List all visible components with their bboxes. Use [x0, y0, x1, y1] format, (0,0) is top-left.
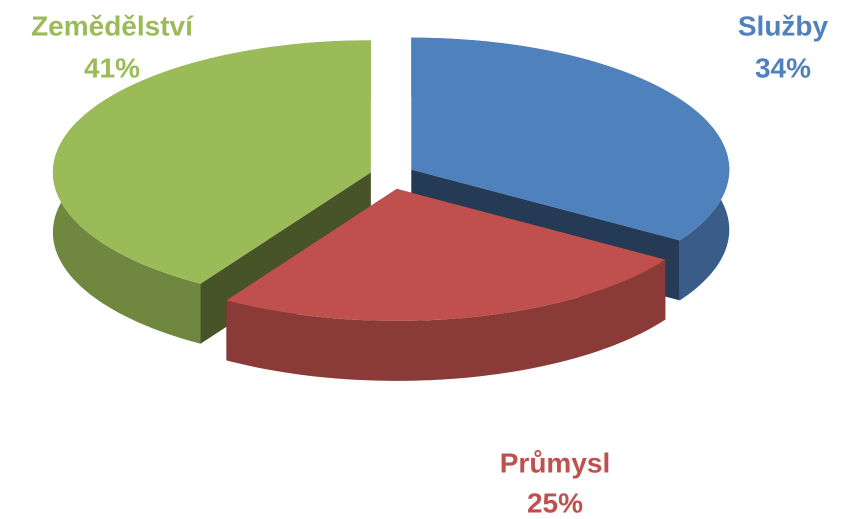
slice: [226, 188, 666, 381]
value-label: 25%: [527, 487, 583, 518]
category-label: Služby: [738, 10, 829, 41]
value-label: 41%: [84, 52, 140, 83]
slice-side: [226, 259, 666, 381]
value-label: 34%: [755, 52, 811, 83]
category-label: Zemědělství: [31, 10, 194, 41]
slice-top: [411, 37, 730, 241]
slice-top: [52, 40, 371, 284]
category-label: Průmysl: [500, 447, 611, 478]
slice-top: [226, 188, 666, 321]
